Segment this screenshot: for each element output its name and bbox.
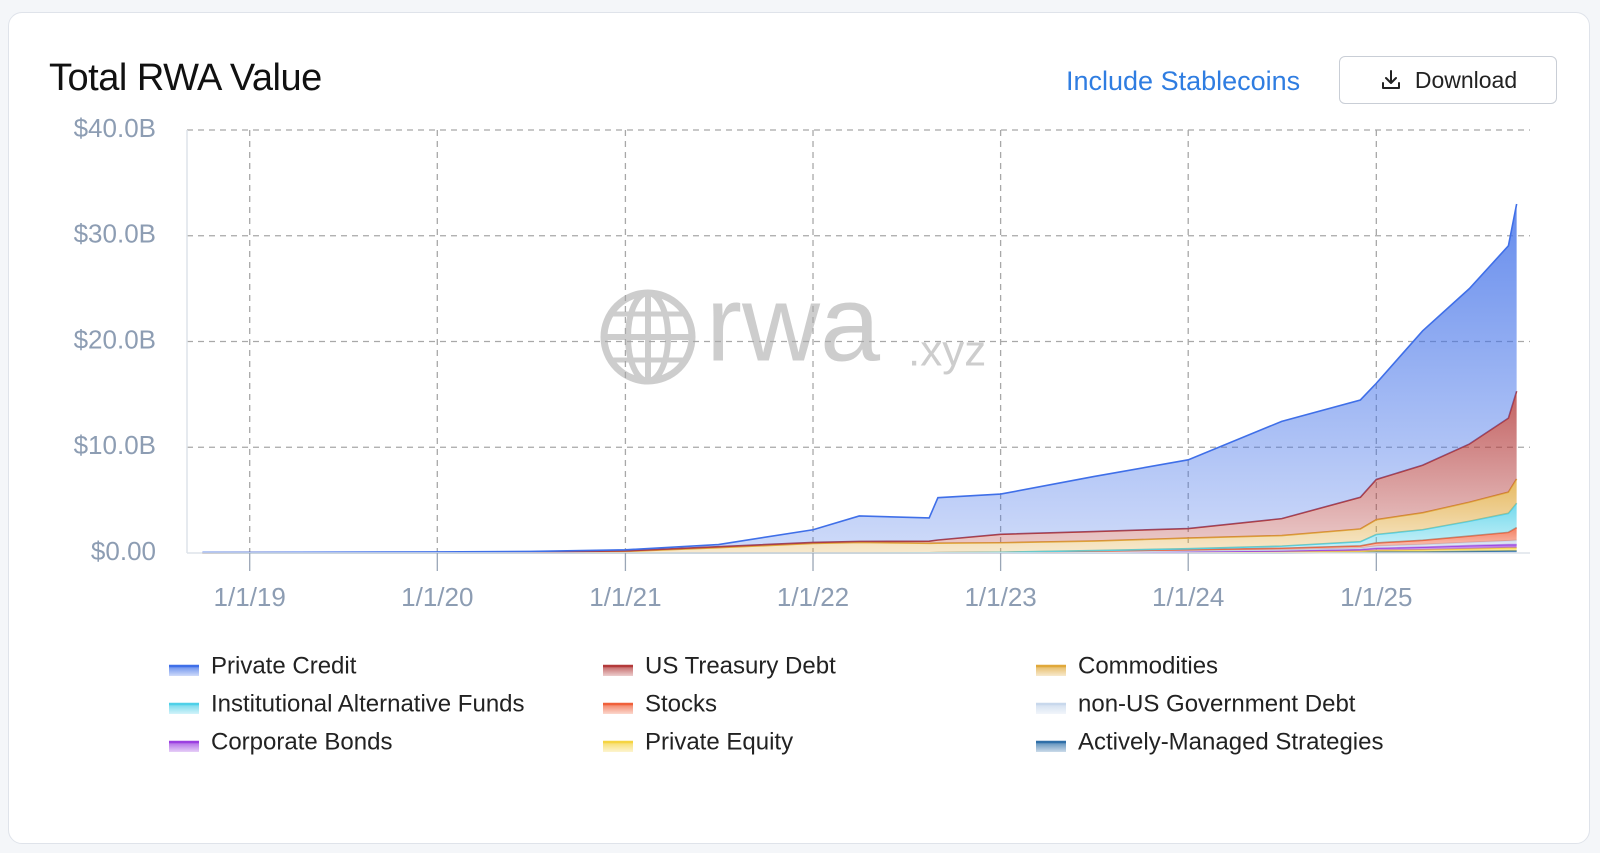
legend-label: Private Credit <box>211 652 357 679</box>
x-tick-label: 1/1/25 <box>1340 582 1412 612</box>
stablecoin-toggle[interactable]: Include Stablecoins <box>1066 66 1301 96</box>
legend-swatch <box>603 666 633 676</box>
legend-swatch <box>1036 742 1066 752</box>
y-tick-label: $10.0B <box>74 430 156 460</box>
y-tick-label: $0.00 <box>91 536 156 566</box>
x-tick-label: 1/1/24 <box>1152 582 1224 612</box>
legend: Private Credit US Treasury Debt Commoditie… <box>169 652 1383 755</box>
legend-item: Commodities <box>1036 652 1218 679</box>
x-tick-label: 1/1/23 <box>964 582 1036 612</box>
grid <box>187 129 1530 553</box>
y-tick-label: $20.0B <box>74 324 156 354</box>
y-tick-label: $40.0B <box>74 113 156 143</box>
chart-title: Total RWA Value <box>49 57 322 99</box>
legend-swatch <box>1036 704 1066 714</box>
legend-swatch <box>169 666 199 676</box>
legend-item: Actively-Managed Strategies <box>1036 728 1383 755</box>
y-tick-label: $30.0B <box>74 219 156 249</box>
legend-item: Institutional Alternative Funds <box>169 690 525 717</box>
legend-swatch <box>169 704 199 714</box>
series-area <box>202 204 1517 553</box>
x-tick-label: 1/1/21 <box>589 582 661 612</box>
legend-label: Corporate Bonds <box>211 728 392 755</box>
download-icon <box>1381 70 1400 89</box>
legend-item: non-US Government Debt <box>1036 690 1356 717</box>
legend-item: Stocks <box>603 690 717 717</box>
download-label: Download <box>1414 66 1518 93</box>
watermark-text: rwa <box>706 263 881 384</box>
legend-label: Institutional Alternative Funds <box>211 690 525 717</box>
legend-label: Commodities <box>1078 652 1218 679</box>
x-tick-label: 1/1/20 <box>401 582 473 612</box>
legend-item: Corporate Bonds <box>169 728 392 755</box>
x-tick-label: 1/1/22 <box>777 582 849 612</box>
legend-label: Stocks <box>645 690 717 717</box>
legend-swatch <box>1036 666 1066 676</box>
legend-label: Actively-Managed Strategies <box>1078 728 1383 755</box>
download-button[interactable]: Download <box>1339 56 1557 104</box>
legend-label: non-US Government Debt <box>1078 690 1356 717</box>
series-line <box>202 203 1518 554</box>
watermark-suffix: .xyz <box>908 327 986 376</box>
legend-label: US Treasury Debt <box>645 652 836 679</box>
axes: $0.00 $10.0B $20.0B $30.0B $40.0B 1/1/19 1/1/2… <box>74 113 1530 612</box>
legend-item: US Treasury Debt <box>603 652 836 679</box>
watermark: rwa .xyz <box>600 263 986 385</box>
legend-swatch <box>603 704 633 714</box>
legend-item: Private Credit <box>169 652 357 679</box>
legend-label: Private Equity <box>645 728 793 755</box>
legend-swatch <box>169 742 199 752</box>
legend-item: Private Equity <box>603 728 793 755</box>
x-tick-label: 1/1/19 <box>214 582 286 612</box>
legend-swatch <box>603 742 633 752</box>
